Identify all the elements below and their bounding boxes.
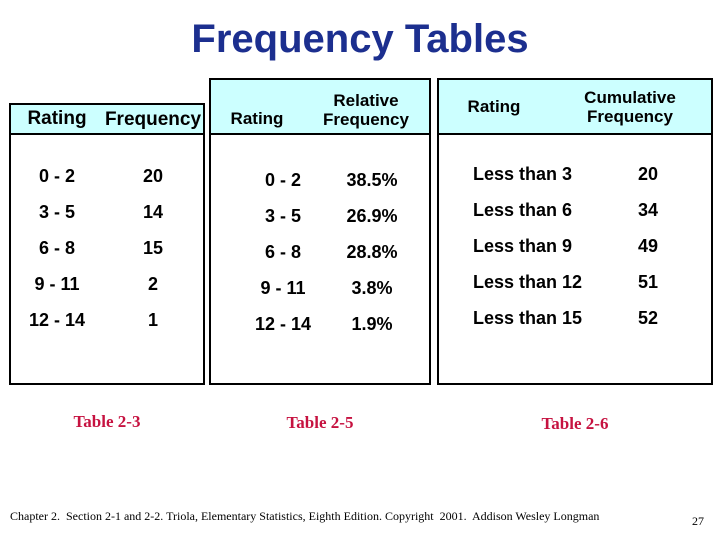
header-line-2: Frequency <box>323 110 409 129</box>
footer-citation: Chapter 2. Section 2-1 and 2-2. Triola, … <box>10 509 600 523</box>
table-cumulative-frequency-body: Less than 3 20 Less than 6 34 Less than … <box>439 135 711 336</box>
cell-value: 26.9% <box>346 205 398 226</box>
header-line-2: Frequency <box>587 106 673 126</box>
table-caption-2-3: Table 2-3 <box>73 412 141 431</box>
cell-value: 15 <box>142 237 164 258</box>
table-row: Less than 12 51 <box>473 264 711 300</box>
table-row: 0 - 2 38.5% <box>247 162 429 198</box>
cell-value: 1.9% <box>351 313 393 334</box>
cell-rating: 3 - 5 <box>264 205 302 226</box>
header-line-1: Relative <box>333 91 399 110</box>
cell-value: 2 <box>147 273 158 294</box>
cell-rating: 6 - 8 <box>38 237 76 258</box>
table-frequency: Rating Frequency 0 - 2 20 3 - 5 14 6 - 8… <box>9 103 205 385</box>
table-row: 6 - 8 15 <box>11 230 203 266</box>
table-frequency-body: 0 - 2 20 3 - 5 14 6 - 8 15 9 - 11 2 12 -… <box>11 135 203 338</box>
header-cell-rating: Rating <box>467 96 521 116</box>
cell-rating: Less than 9 <box>473 235 573 256</box>
table-row: Less than 3 20 <box>473 156 711 192</box>
table-row: 12 - 14 1 <box>11 302 203 338</box>
page-number: 27 <box>692 514 704 528</box>
table-row: 3 - 5 26.9% <box>247 198 429 234</box>
cell-value: 28.8% <box>346 241 398 262</box>
cell-value: 1 <box>147 309 158 330</box>
cell-rating: Less than 12 <box>473 271 583 292</box>
header-cell-rating: Rating <box>27 108 87 129</box>
cell-rating: 9 - 11 <box>260 277 306 298</box>
cell-rating: 6 - 8 <box>264 241 302 262</box>
cell-value: 20 <box>142 165 164 186</box>
cell-rating: 0 - 2 <box>264 169 302 190</box>
cell-value: 38.5% <box>346 169 398 190</box>
cell-rating: Less than 6 <box>473 199 573 220</box>
cell-value: 52 <box>637 307 659 328</box>
table-relative-frequency: Rating Relative Frequency 0 - 2 38.5% 3 … <box>209 78 431 385</box>
table-row: Less than 15 52 <box>473 300 711 336</box>
header-cell-cumulative-frequency: Cumulative Frequency <box>549 88 711 126</box>
header-cell-relative-frequency: Relative Frequency <box>303 91 429 129</box>
table-cumulative-frequency-header: Rating Cumulative Frequency <box>439 80 711 135</box>
cell-rating: Less than 3 <box>473 163 573 184</box>
table-caption-2-5: Table 2-5 <box>286 413 354 432</box>
table-row: 0 - 2 20 <box>11 158 203 194</box>
cell-value: 20 <box>637 163 659 184</box>
page-title: Frequency Tables <box>191 17 529 61</box>
cell-rating: 0 - 2 <box>38 165 76 186</box>
cell-rating: 12 - 14 <box>254 313 312 334</box>
cell-rating: 3 - 5 <box>38 201 76 222</box>
cell-rating: Less than 15 <box>473 307 583 328</box>
table-relative-frequency-header: Rating Relative Frequency <box>211 80 429 135</box>
table-cumulative-frequency: Rating Cumulative Frequency Less than 3 … <box>437 78 713 385</box>
cell-value: 14 <box>142 201 164 222</box>
table-frequency-header: Rating Frequency <box>11 105 203 135</box>
table-caption-2-6: Table 2-6 <box>541 414 609 433</box>
cell-value: 51 <box>637 271 659 292</box>
header-line-1: Cumulative <box>584 87 676 107</box>
header-cell-rating: Rating <box>230 109 284 128</box>
header-cell-frequency: Frequency <box>104 108 202 130</box>
table-row: 6 - 8 28.8% <box>247 234 429 270</box>
cell-value: 49 <box>637 235 659 256</box>
table-row: 9 - 11 2 <box>11 266 203 302</box>
table-row: 12 - 14 1.9% <box>247 306 429 342</box>
table-row: Less than 9 49 <box>473 228 711 264</box>
table-row: 9 - 11 3.8% <box>247 270 429 306</box>
cell-value: 3.8% <box>351 277 393 298</box>
table-row: Less than 6 34 <box>473 192 711 228</box>
cell-value: 34 <box>637 199 659 220</box>
cell-rating: 12 - 14 <box>28 309 86 330</box>
table-row: 3 - 5 14 <box>11 194 203 230</box>
table-relative-frequency-body: 0 - 2 38.5% 3 - 5 26.9% 6 - 8 28.8% 9 - … <box>211 135 429 342</box>
cell-rating: 9 - 11 <box>34 273 80 294</box>
